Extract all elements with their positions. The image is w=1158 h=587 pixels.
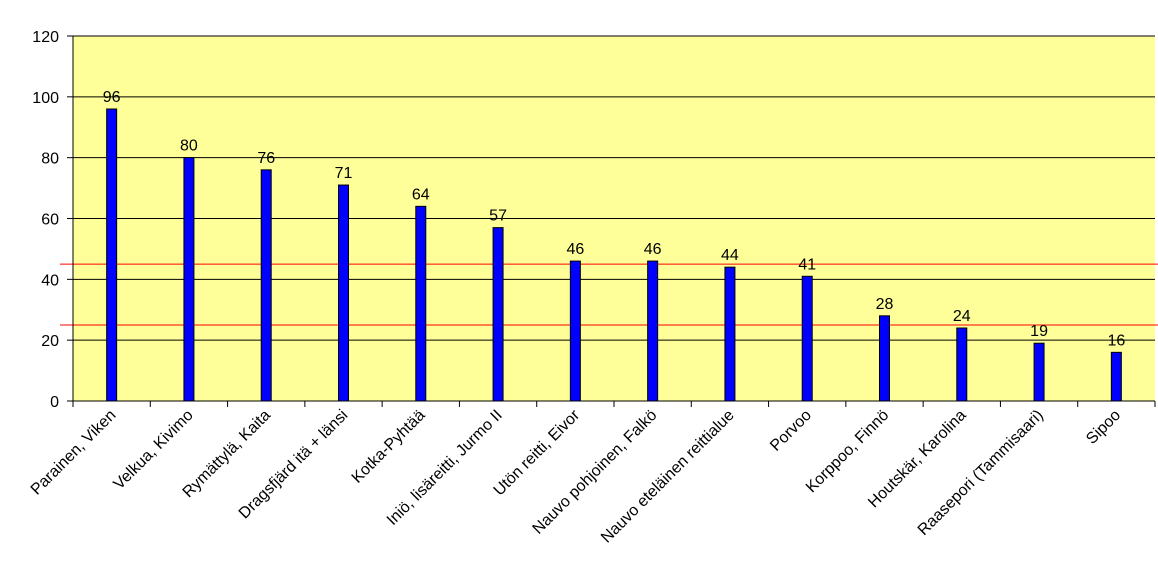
data-label: 16: [1107, 332, 1125, 349]
bar: [415, 205, 427, 402]
bar: [647, 260, 659, 402]
data-label: 71: [335, 165, 353, 182]
bar: [724, 266, 736, 402]
bar: [879, 315, 890, 402]
data-label: 41: [798, 256, 816, 273]
gridlines: [73, 35, 1155, 341]
reference-lines: [60, 263, 1158, 326]
y-tick-label: 40: [41, 272, 59, 289]
category-label: Raasepori (Tammisaari): [915, 407, 1047, 539]
category-label: Velkua, Kivimo: [111, 407, 197, 493]
data-label: 28: [876, 296, 894, 313]
y-tick-labels: 0 20 40 60 80 100 120: [32, 29, 59, 411]
category-label: Parainen, Viken: [28, 407, 120, 499]
data-label: 80: [180, 138, 198, 155]
data-label: 57: [489, 208, 507, 225]
bar: [492, 227, 504, 402]
y-tick-label: 120: [32, 29, 59, 46]
bar: [1110, 351, 1122, 402]
data-label: 46: [566, 241, 584, 258]
data-label: 44: [721, 247, 739, 264]
category-label: Korppoo, Finnö: [803, 407, 892, 496]
bar: [338, 184, 349, 402]
category-label: Porvoo: [767, 407, 815, 455]
category-label: Kotka-Pyhtää: [349, 407, 429, 487]
bar: [260, 169, 272, 402]
category-label: Sipoo: [1083, 407, 1124, 448]
bar: [801, 275, 813, 402]
data-label: 76: [257, 150, 275, 167]
y-tick-label: 80: [41, 151, 59, 168]
y-tick-label: 20: [41, 333, 59, 350]
axes: [67, 35, 1156, 407]
category-label: Nauvo eteläinen reittialue: [598, 407, 738, 547]
y-tick-label: 60: [41, 212, 59, 229]
bar: [569, 260, 581, 402]
data-label: 64: [412, 186, 430, 203]
bar: [956, 327, 968, 402]
category-label: Nauvo pohjoinen, Falkö: [530, 407, 661, 538]
data-label: 24: [953, 308, 971, 325]
y-tick-label: 100: [32, 90, 59, 107]
bar: [1033, 342, 1045, 402]
y-tick-label: 0: [50, 394, 59, 411]
data-label: 46: [644, 241, 662, 258]
bar: [106, 108, 118, 402]
data-label: 96: [103, 89, 121, 106]
data-label: 19: [1030, 323, 1048, 340]
data-labels: 96 80 76 71 64 57 46 46 44 41 28 24 19 16: [103, 89, 1126, 349]
bar: [183, 157, 195, 402]
